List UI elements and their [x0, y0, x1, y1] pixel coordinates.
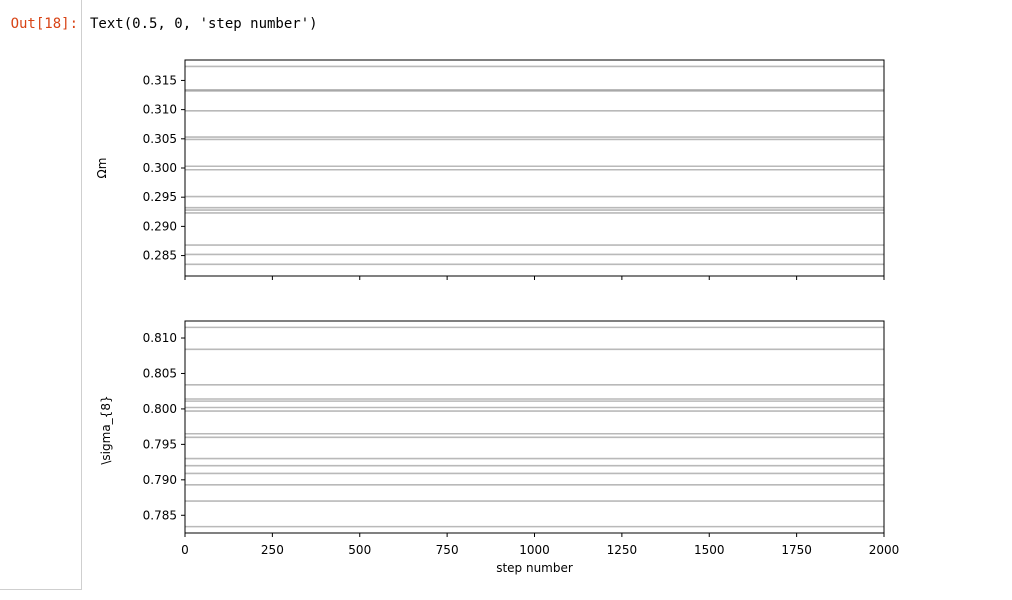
y-tick-label: 0.295: [143, 190, 177, 204]
y-tick-label: 0.790: [143, 473, 177, 487]
y-tick-label: 0.290: [143, 219, 177, 233]
x-tick-label: 750: [436, 543, 459, 557]
x-tick-label: 1250: [607, 543, 638, 557]
x-tick-label: 1750: [781, 543, 812, 557]
y-tick-label: 0.310: [143, 103, 177, 117]
x-tick-label: 2000: [869, 543, 900, 557]
output-text: Text(0.5, 0, 'step number'): [90, 16, 318, 32]
x-tick-label: 1500: [694, 543, 725, 557]
cell-gutter: [0, 0, 82, 590]
omega-m-axes: 0.285 0.290 0.295 0.300 0.305 0.310 0.315 Ωm: [95, 59, 885, 280]
y-tick-label: 0.300: [143, 161, 177, 175]
x-tick-label: 250: [261, 543, 284, 557]
x-tick-label: 0: [181, 543, 189, 557]
y-tick-label: 0.305: [143, 132, 177, 146]
y-tick-label: 0.315: [143, 73, 177, 87]
sigma8-axes: 0.785 0.790 0.795 0.800 0.805 0.810 0 250 500 750…: [99, 320, 900, 575]
x-axis-label: step number: [496, 561, 573, 575]
x-tick-label: 500: [348, 543, 371, 557]
y-tick-label: 0.810: [143, 331, 177, 345]
output-prompt: Out[18]:: [10, 16, 78, 32]
y-tick-label: 0.795: [143, 437, 177, 451]
y-tick-label: 0.805: [143, 366, 177, 380]
y-axis-label: Ωm: [95, 158, 109, 179]
x-tick-label: 1000: [519, 543, 550, 557]
axes-frame: [184, 59, 885, 277]
y-tick-label: 0.785: [143, 508, 177, 522]
y-axis-label: \sigma_{8}: [99, 395, 113, 464]
y-tick-label: 0.285: [143, 249, 177, 263]
y-tick-label: 0.800: [143, 402, 177, 416]
